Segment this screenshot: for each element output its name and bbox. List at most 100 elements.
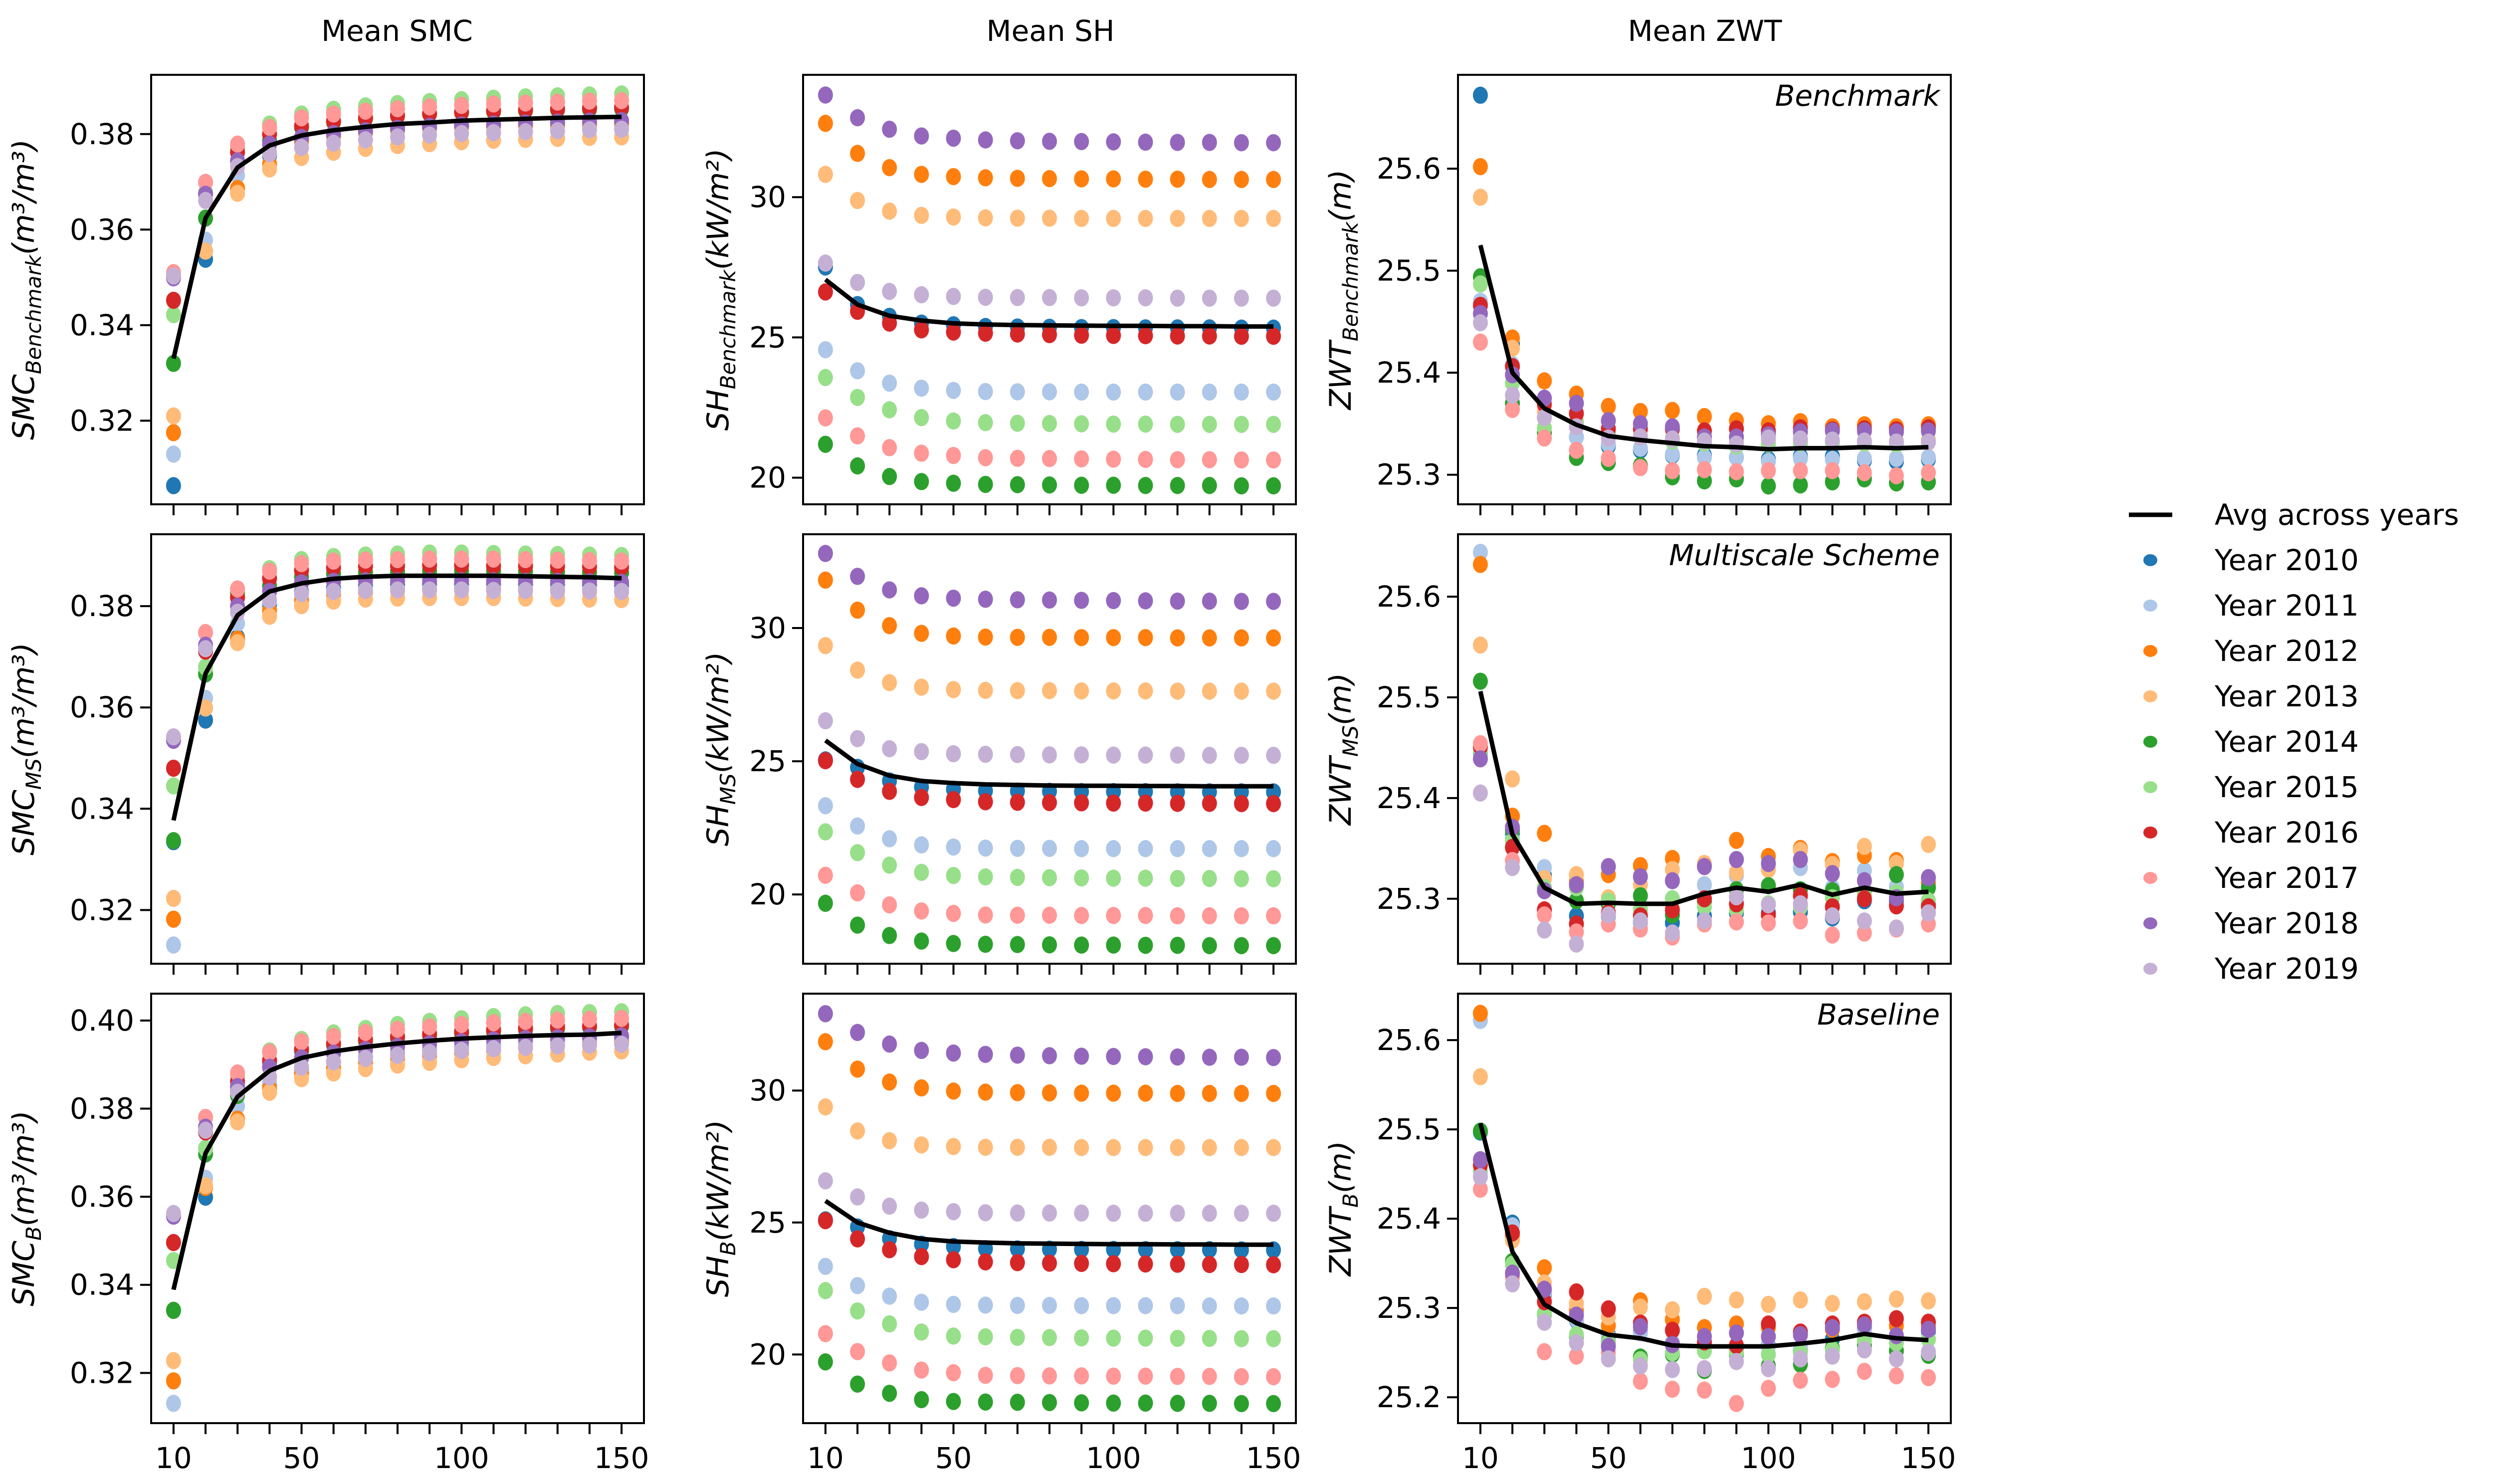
legend-marker-year-2018 — [2143, 917, 2157, 929]
point-2014-x80 — [1042, 1394, 1057, 1411]
point-2018-x70 — [1010, 1047, 1025, 1064]
point-2017-x70 — [1010, 906, 1025, 924]
point-2018-x100 — [1761, 1328, 1776, 1345]
point-2018-x150 — [1266, 1049, 1281, 1066]
point-2015-x40 — [914, 1323, 929, 1341]
y-axis-label: SHMS(kW/m²) — [701, 652, 740, 847]
legend-label-year-2011: Year 2011 — [2214, 589, 2359, 623]
point-2016-x10 — [818, 283, 833, 301]
point-2019-x80 — [390, 581, 405, 599]
point-2017-x30 — [1537, 906, 1552, 924]
point-2017-x90 — [422, 1018, 437, 1036]
point-2012-x80 — [1042, 1084, 1057, 1102]
point-2019-x60 — [1633, 1357, 1648, 1375]
point-2018-x70 — [1664, 418, 1680, 435]
point-2011-x140 — [1234, 840, 1249, 857]
point-2019-x30 — [882, 740, 897, 758]
point-2012-x140 — [1234, 171, 1249, 189]
point-2017-x110 — [1793, 1371, 1808, 1389]
point-2017-x40 — [262, 562, 277, 580]
y-axis-label-sub: B — [1338, 1193, 1363, 1208]
point-2017-x100 — [1761, 914, 1776, 932]
point-2016-x140 — [1234, 795, 1249, 813]
y-axis-label-unit: (kW/m²) — [701, 1120, 736, 1242]
point-2017-x30 — [1537, 1343, 1552, 1361]
point-2011-x120 — [1170, 383, 1185, 401]
y-axis-label-main: ZWT — [1323, 339, 1358, 411]
point-2019-x30 — [230, 604, 245, 621]
point-2018-x50 — [946, 589, 961, 607]
point-2016-x120 — [1170, 1256, 1185, 1273]
legend-marker-year-2017 — [2143, 872, 2157, 884]
point-2010-x10 — [166, 477, 181, 494]
point-2013-x80 — [1697, 1287, 1712, 1305]
y-axis-label-unit: (m³/m³) — [6, 1110, 41, 1226]
point-2017-x80 — [1042, 1367, 1057, 1385]
point-2018-x40 — [1569, 876, 1584, 893]
point-2017-x130 — [550, 551, 565, 569]
point-2012-x50 — [1601, 398, 1616, 415]
series-year-2018 — [818, 1005, 1281, 1066]
point-2012-x10 — [1472, 556, 1488, 573]
point-2017-x70 — [1664, 462, 1680, 479]
point-2015-x120 — [1170, 869, 1185, 887]
point-2015-x50 — [946, 866, 961, 884]
point-2019-x80 — [390, 128, 405, 146]
point-2012-x50 — [946, 627, 961, 645]
point-2018-x40 — [1569, 395, 1584, 412]
point-2014-x120 — [1170, 477, 1185, 494]
point-2018-x10 — [818, 86, 833, 104]
point-2013-x100 — [1761, 1295, 1776, 1313]
point-2014-x20 — [850, 916, 865, 934]
point-2013-x150 — [1266, 682, 1281, 700]
point-2017-x90 — [1074, 1367, 1089, 1385]
point-2017-x40 — [1569, 441, 1584, 459]
panel-zwt-ms: 25.3 25.4 25.5 25.6 ZWTMS(m) Multiscale Schem… — [1323, 533, 1952, 975]
point-2019-x90 — [1074, 289, 1089, 307]
point-2012-x10 — [166, 1372, 181, 1390]
y-tick-label: 25.5 — [1377, 1112, 1441, 1146]
point-2017-x70 — [1664, 1380, 1680, 1398]
point-2010-x10 — [1472, 86, 1488, 104]
point-2019-x110 — [1793, 430, 1808, 448]
point-2016-x40 — [1569, 1283, 1584, 1301]
point-2015-x100 — [1761, 1345, 1776, 1363]
point-2014-x130 — [1202, 937, 1217, 954]
point-2014-x10 — [818, 894, 833, 912]
point-2013-x130 — [1857, 1293, 1872, 1310]
point-2014-x50 — [946, 474, 961, 492]
point-2016-x20 — [850, 771, 865, 788]
y-axis-label-main: ZWT — [1323, 755, 1358, 826]
series-year-2011 — [818, 1258, 1281, 1315]
point-2017-x60 — [1633, 1372, 1648, 1390]
point-2019-x90 — [1729, 1353, 1744, 1370]
point-2017-x150 — [1266, 1368, 1281, 1386]
point-2011-x90 — [1074, 1297, 1089, 1314]
point-2013-x90 — [1729, 864, 1744, 881]
point-2019-x150 — [614, 1036, 629, 1053]
point-2017-x70 — [1010, 449, 1025, 467]
point-2012-x100 — [1106, 170, 1121, 188]
legend-label-year-2017: Year 2017 — [2214, 861, 2359, 895]
series-year-2016 — [818, 1212, 1281, 1273]
point-2016-x80 — [1042, 794, 1057, 812]
point-2016-x130 — [1202, 327, 1217, 345]
series-year-2012 — [818, 1033, 1281, 1102]
point-2017-x60 — [978, 449, 993, 466]
point-2018-x80 — [1697, 857, 1712, 875]
point-2018-x100 — [1106, 592, 1121, 610]
point-2019-x10 — [818, 1172, 833, 1190]
point-2018-x30 — [1537, 882, 1552, 899]
point-2014-x90 — [1074, 1394, 1089, 1412]
point-2013-x140 — [1234, 682, 1249, 700]
point-2019-x30 — [882, 1197, 897, 1215]
point-2019-x140 — [1234, 1205, 1249, 1222]
point-2019-x130 — [1857, 1341, 1872, 1359]
point-2018-x60 — [978, 591, 993, 608]
panel-zwt-b: 10 50 100 150 25.2 25.3 25.4 25.5 25.6 ZWTB(m) Bas… — [1323, 993, 1956, 1475]
point-2017-x140 — [1234, 1368, 1249, 1386]
point-2019-x10 — [818, 712, 833, 730]
y-tick-label: 25 — [749, 1206, 786, 1240]
point-2015-x80 — [1042, 869, 1057, 886]
point-2017-x110 — [1793, 912, 1808, 930]
